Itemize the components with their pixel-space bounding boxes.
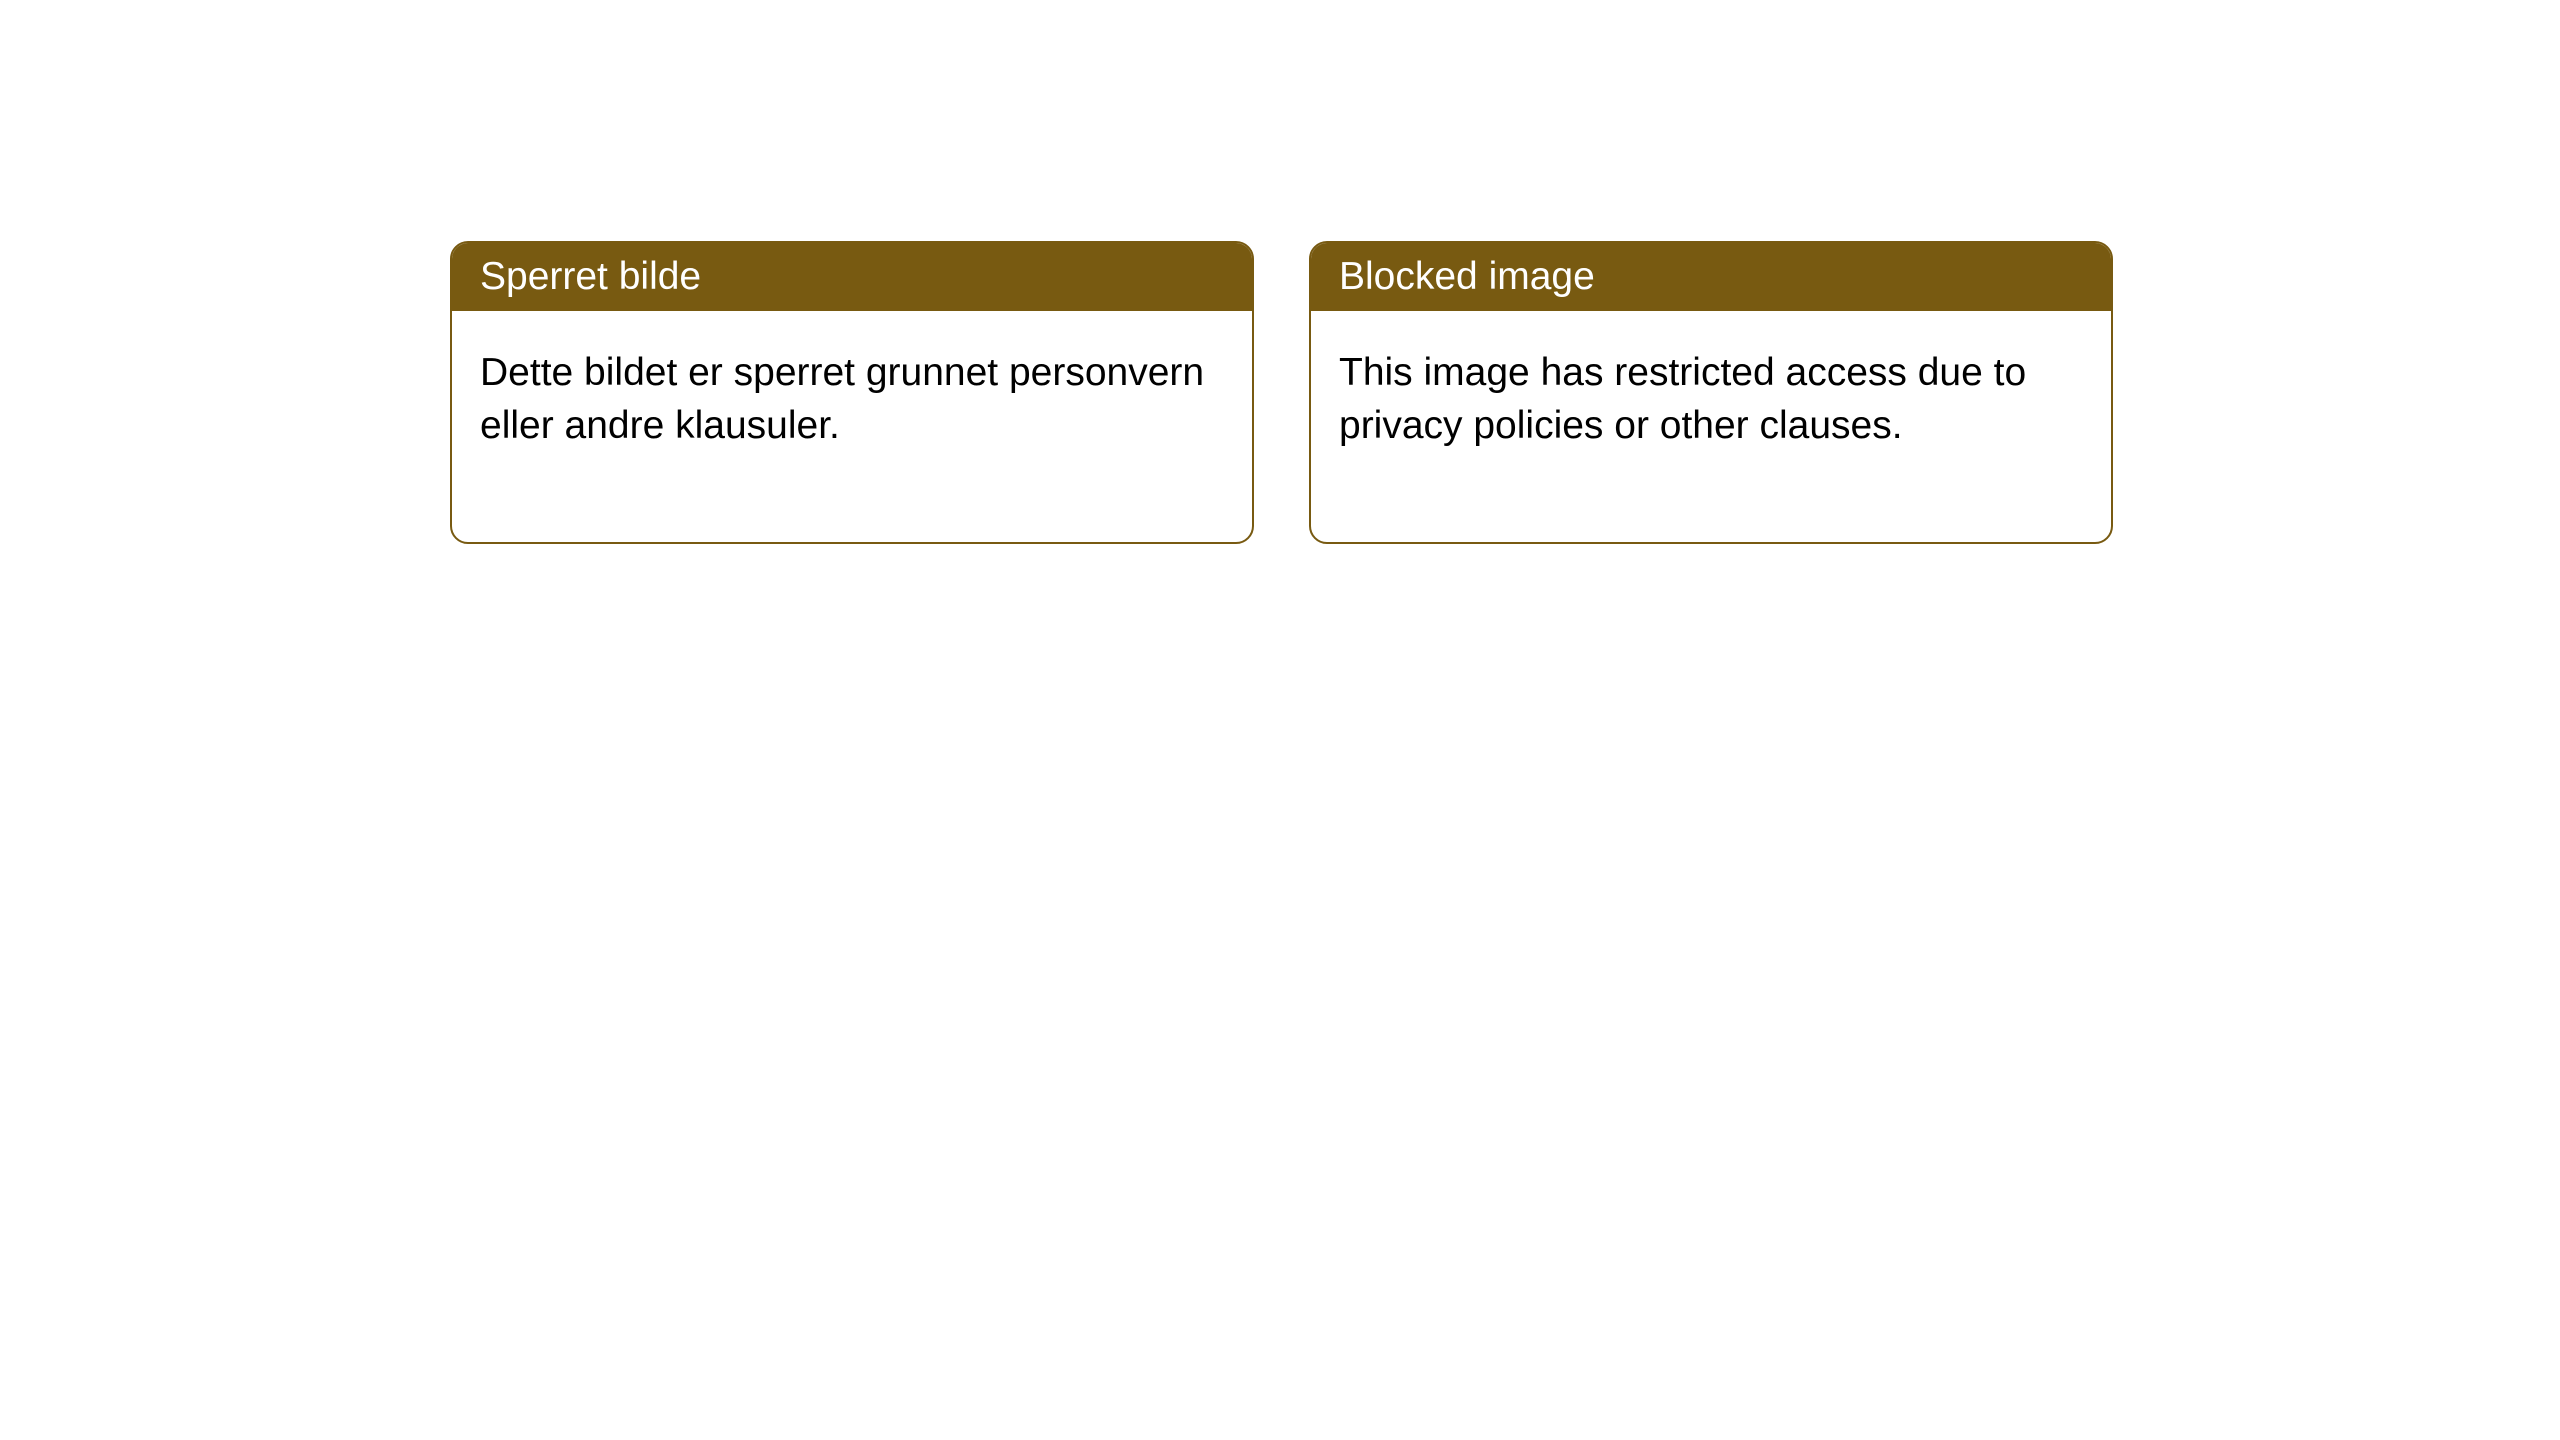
- card-title: Sperret bilde: [480, 255, 701, 298]
- card-body: Dette bildet er sperret grunnet personve…: [452, 311, 1252, 542]
- card-body: This image has restricted access due to …: [1311, 311, 2111, 542]
- card-title: Blocked image: [1339, 255, 1595, 298]
- blocked-image-card-en: Blocked image This image has restricted …: [1309, 241, 2113, 544]
- card-body-text: This image has restricted access due to …: [1339, 351, 2026, 447]
- card-body-text: Dette bildet er sperret grunnet personve…: [480, 351, 1204, 447]
- blocked-image-card-no: Sperret bilde Dette bildet er sperret gr…: [450, 241, 1254, 544]
- card-header: Sperret bilde: [452, 243, 1252, 311]
- card-container: Sperret bilde Dette bildet er sperret gr…: [0, 0, 2560, 544]
- card-header: Blocked image: [1311, 243, 2111, 311]
